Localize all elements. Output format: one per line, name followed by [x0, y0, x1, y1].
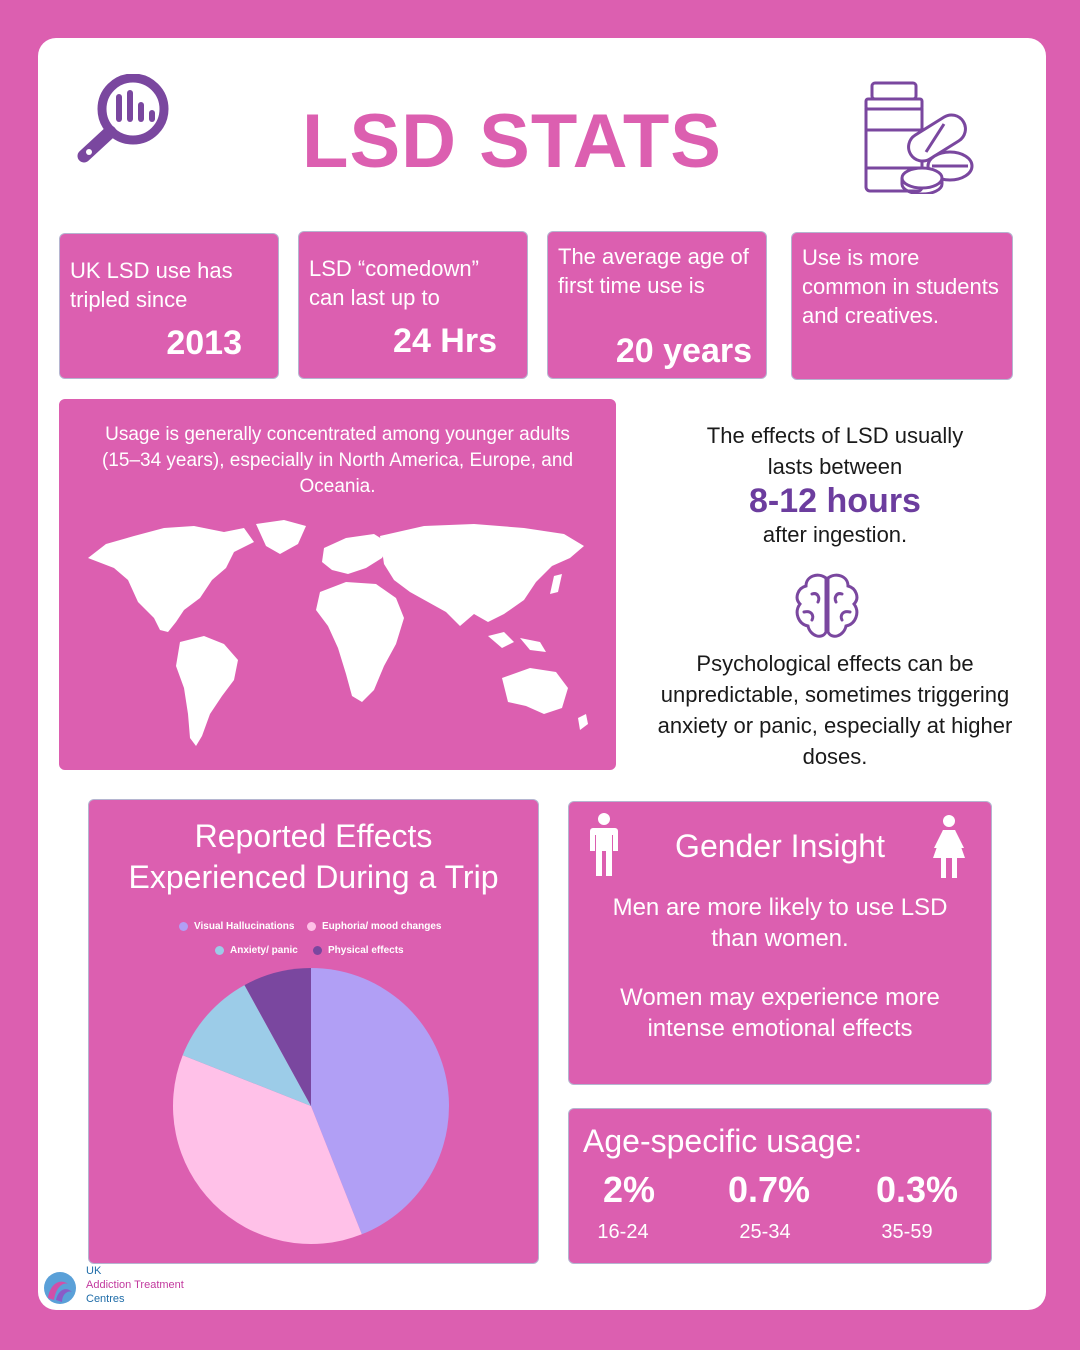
age-label-16-24: 16-24 — [597, 1221, 649, 1243]
pie-chart — [173, 968, 450, 1244]
legend-label: Visual Hallucinations — [194, 921, 295, 932]
map-box: Usage is generally concentrated among yo… — [59, 399, 616, 770]
legend-item-euphoria: Euphoria/ mood changes — [307, 921, 441, 932]
legend-swatch — [215, 946, 224, 955]
legend-swatch — [179, 922, 188, 931]
magnifier-chart-icon — [77, 74, 169, 163]
logo-line3: Centres — [86, 1293, 125, 1305]
duration-line1: The effects of LSD usually lasts between — [706, 423, 964, 479]
age-title: Age-specific usage: — [583, 1123, 863, 1159]
stat-text: The average age of first time use is — [558, 244, 749, 298]
legend-swatch — [307, 922, 316, 931]
female-figure-icon — [933, 815, 965, 878]
stat-box-uk-use: UK LSD use has tripled since 2013 — [59, 233, 279, 379]
pie-slice-anxiety-panic — [182, 985, 311, 1106]
pie-chart-box: Reported Effects Experienced During a Tr… — [88, 799, 539, 1264]
male-figure-icon — [590, 813, 618, 876]
world-map-icon — [88, 520, 588, 746]
logo-mark-icon — [44, 1272, 76, 1304]
stat-text: Use is more common in students and creat… — [802, 245, 999, 328]
stat-box-first-use-age: The average age of first time use is 20 … — [547, 231, 767, 379]
stat-text: UK LSD use has tripled since — [70, 258, 233, 312]
age-pct-16-24: 2% — [602, 1169, 656, 1210]
chart-title: Reported Effects Experienced During a Tr… — [128, 818, 499, 895]
legend-label: Anxiety/ panic — [230, 945, 298, 956]
stat-value: 2013 — [166, 324, 242, 362]
stat-text: LSD “comedown” can last up to — [309, 256, 479, 310]
map-description: Usage is generally concentrated among yo… — [101, 424, 574, 497]
duration-value: 8-12 hours — [749, 482, 921, 520]
page-title: LSD STATS — [302, 99, 722, 184]
gender-men-text: Men are more likely to use LSD than wome… — [612, 894, 948, 952]
logo-line1: UK — [86, 1265, 102, 1277]
stat-box-comedown: LSD “comedown” can last up to 24 Hrs — [298, 231, 528, 379]
pie-slice-physical-effects — [244, 968, 311, 1106]
legend-item-visual-hallucinations: Visual Hallucinations — [179, 921, 294, 932]
age-pct-25-34: 0.7% — [727, 1169, 811, 1210]
legend-item-physical: Physical effects — [313, 945, 404, 956]
age-box: Age-specific usage: 2% 0.7% 0.3% 16-24 2… — [568, 1108, 992, 1264]
logo-text: UK Addiction Treatment Centres — [86, 1264, 184, 1306]
stat-box-students: Use is more common in students and creat… — [791, 232, 1013, 380]
legend-label: Euphoria/ mood changes — [322, 921, 442, 932]
gender-box: Gender Insight Men are more likely to us… — [568, 801, 992, 1085]
legend-label: Physical effects — [328, 945, 404, 956]
gender-title: Gender Insight — [675, 828, 885, 864]
legend-item-anxiety: Anxiety/ panic — [215, 945, 298, 956]
age-label-35-59: 35-59 — [881, 1221, 933, 1243]
legend-swatch — [313, 946, 322, 955]
stat-value: 24 Hrs — [393, 322, 497, 360]
duration-line2: after ingestion. — [762, 522, 908, 547]
pie-slice-euphoria-mood-changes — [173, 1055, 362, 1244]
age-label-25-34: 25-34 — [739, 1221, 791, 1243]
age-pct-35-59: 0.3% — [875, 1169, 959, 1210]
logo-line2: Addiction Treatment — [86, 1279, 184, 1291]
duration-block: The effects of LSD usually lasts between… — [655, 420, 1015, 550]
brain-icon — [795, 573, 859, 638]
pill-bottle-icon — [864, 81, 974, 194]
stat-value: 20 years — [615, 332, 752, 370]
gender-women-text: Women may experience more intense emotio… — [620, 984, 940, 1042]
pie-slice-visual-hallucinations — [311, 968, 450, 1235]
psych-text: Psychological effects can be unpredictab… — [657, 651, 1013, 769]
